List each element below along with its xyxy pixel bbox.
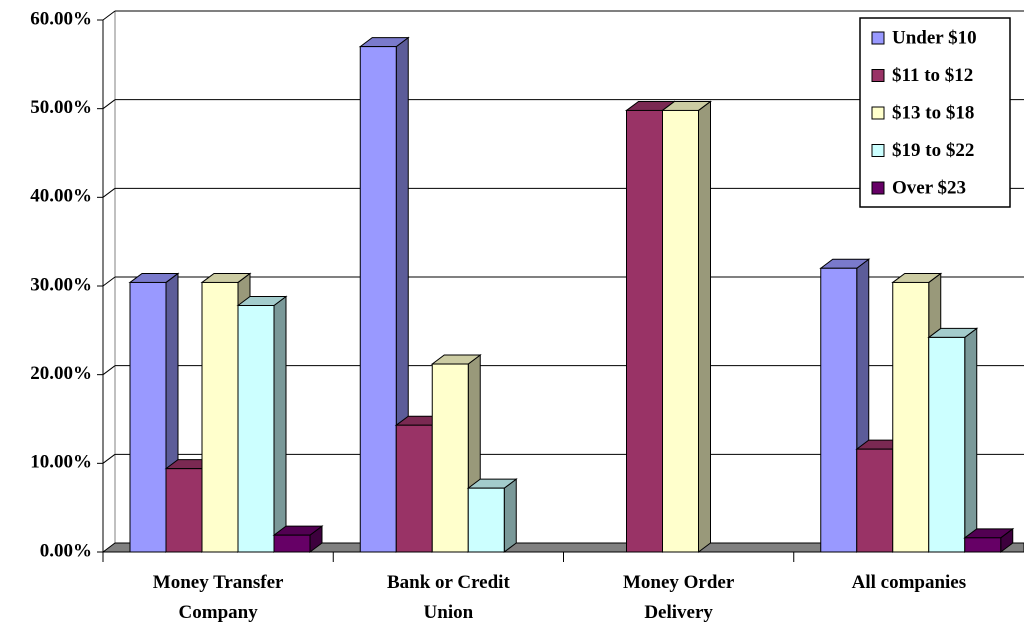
grid-line-side	[102, 187, 116, 198]
legend-swatch	[871, 181, 885, 195]
bar	[395, 424, 433, 553]
y-tick-label: 50.00%	[30, 97, 92, 118]
bar-side	[503, 478, 517, 553]
bar	[201, 281, 239, 553]
legend-box	[859, 17, 1011, 208]
legend-swatch	[871, 144, 885, 157]
y-tick-label: 30.00%	[30, 274, 92, 295]
x-tick-label: Bank or Credit Union	[386, 572, 510, 623]
bar	[964, 537, 1002, 553]
legend-label: $11 to $12	[892, 65, 973, 86]
bar	[892, 281, 930, 553]
bar	[129, 281, 167, 553]
bar	[467, 487, 505, 553]
bar	[856, 448, 894, 553]
bar	[626, 109, 663, 553]
grid-line-side	[102, 99, 116, 110]
bar	[273, 534, 311, 553]
grid-line-side	[102, 276, 116, 287]
legend-label: Over $23	[892, 177, 966, 198]
legend-label: $19 to $22	[892, 140, 974, 161]
bar	[237, 305, 275, 553]
y-tick-label: 20.00%	[30, 363, 92, 384]
x-tick-label: Money Order Delivery	[622, 572, 735, 623]
y-tick-label: 40.00%	[30, 186, 92, 207]
x-tick-label: Money Transfer Company	[152, 572, 284, 623]
bar-side	[698, 100, 711, 553]
legend-swatch	[871, 31, 885, 45]
grid-line-side	[102, 453, 116, 464]
bar	[820, 267, 858, 553]
bar	[431, 363, 469, 553]
grid-line-side	[102, 365, 116, 376]
bar-side	[273, 295, 287, 553]
bar	[359, 46, 397, 553]
bar-side	[964, 327, 978, 553]
y-tick-label: 10.00%	[30, 452, 92, 473]
x-tick-label: All companies	[851, 572, 967, 593]
legend-swatch	[871, 106, 885, 120]
legend-label: $13 to $18	[892, 102, 974, 123]
y-tick-label: 60.00%	[30, 8, 92, 29]
legend-label: Under $10	[892, 27, 977, 48]
bar	[662, 109, 699, 553]
bar	[928, 336, 966, 553]
legend-swatch	[871, 69, 885, 82]
grid-line-side	[102, 10, 116, 21]
y-tick-label: 0.00%	[40, 540, 92, 561]
bar	[165, 468, 203, 553]
